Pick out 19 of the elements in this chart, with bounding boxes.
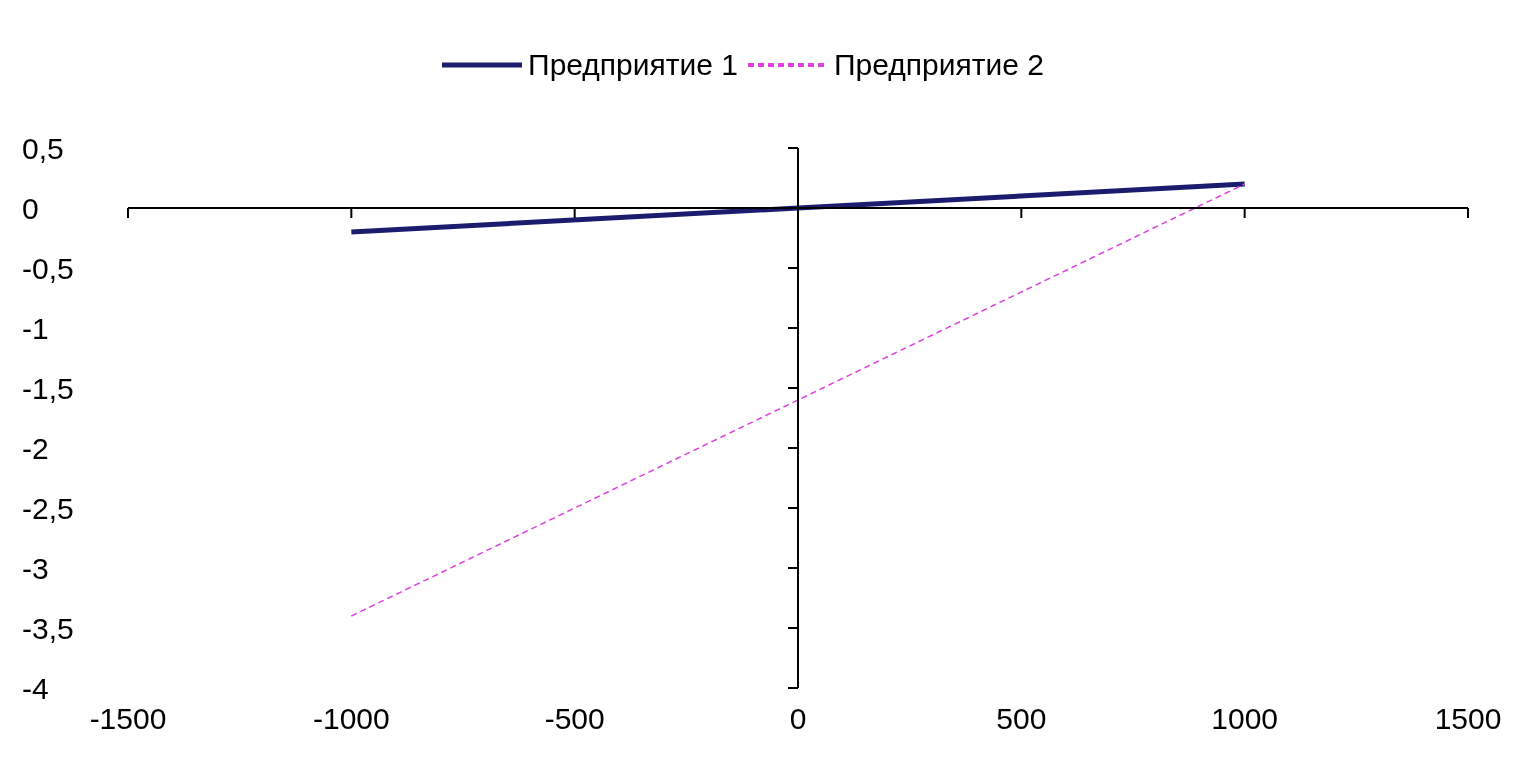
y-tick-label: -2 bbox=[22, 431, 49, 465]
x-tick-label: -500 bbox=[544, 702, 605, 736]
y-tick-label: -0,5 bbox=[22, 251, 74, 285]
y-tick-label: 0 bbox=[22, 191, 39, 225]
y-tick-label: 0,5 bbox=[22, 131, 64, 165]
x-tick-label: 500 bbox=[996, 702, 1047, 736]
x-tick-label: -1000 bbox=[312, 702, 390, 736]
y-tick-label: -3 bbox=[22, 551, 49, 585]
y-tick-label: -1 bbox=[22, 311, 49, 345]
x-tick-label: 1000 bbox=[1211, 702, 1279, 736]
x-tick-label: 1500 bbox=[1434, 702, 1502, 736]
x-tick-label: -1500 bbox=[89, 702, 167, 736]
y-tick-label: -2,5 bbox=[22, 491, 74, 525]
y-tick-label: -4 bbox=[22, 671, 49, 705]
y-tick-label: -3,5 bbox=[22, 611, 74, 645]
legend-label: Предприятие 1 bbox=[528, 48, 738, 82]
legend-label: Предприятие 2 bbox=[834, 48, 1044, 82]
y-tick-label: -1,5 bbox=[22, 371, 74, 405]
x-tick-label: 0 bbox=[789, 702, 807, 736]
